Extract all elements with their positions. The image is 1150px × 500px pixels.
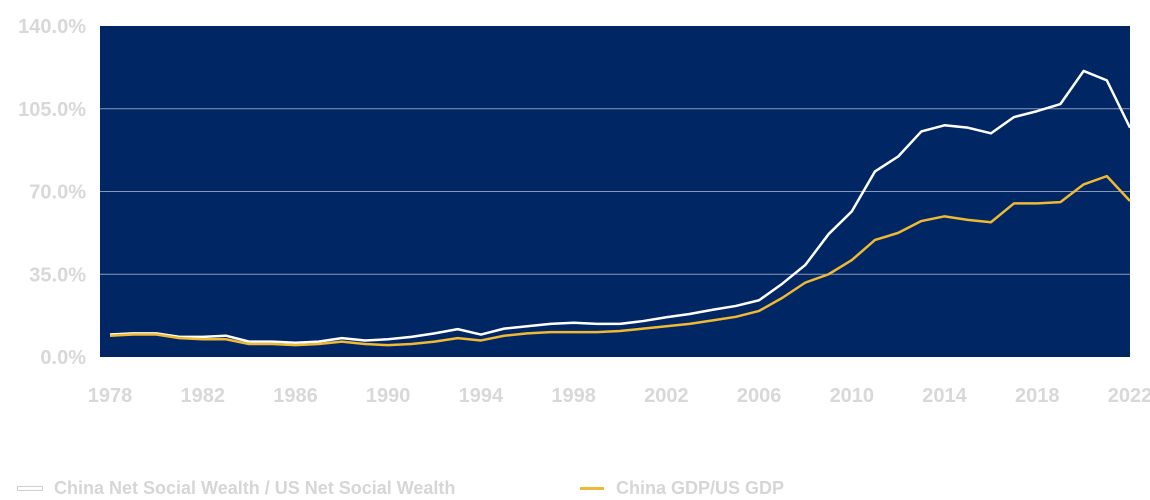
x-tick-label: 1986: [273, 385, 318, 407]
y-tick-label: 0.0%: [40, 347, 86, 369]
legend: China Net Social Wealth / US Net Social …: [0, 478, 1150, 500]
x-tick-label: 2018: [1015, 385, 1060, 407]
x-tick-label: 2014: [922, 385, 967, 407]
legend-label: China Net Social Wealth / US Net Social …: [54, 478, 456, 498]
legend-label: China GDP/US GDP: [616, 478, 785, 498]
y-axis: 0.0% 35.0% 70.0% 105.0% 140.0%: [18, 16, 86, 369]
x-tick-label: 1990: [366, 385, 411, 407]
legend-item-gdp: China GDP/US GDP: [580, 478, 784, 499]
series-lines: [109, 69, 1132, 347]
x-tick-label: 1994: [459, 385, 504, 407]
x-tick-label: 2010: [830, 385, 875, 407]
x-tick-label: 1998: [551, 385, 596, 407]
legend-swatch-white: [18, 487, 42, 490]
series-line-net-social-wealth: [109, 69, 1132, 345]
y-tick-label: 140.0%: [18, 16, 86, 38]
legend-swatch-gold: [580, 487, 604, 490]
y-tick-label: 70.0%: [29, 182, 86, 204]
x-tick-label: 2002: [644, 385, 689, 407]
x-tick-label: 2022: [1108, 385, 1150, 407]
legend-item-net-social-wealth: China Net Social Wealth / US Net Social …: [18, 478, 455, 499]
y-tick-label: 105.0%: [18, 99, 86, 121]
x-tick-label: 2006: [737, 385, 782, 407]
x-tick-label: 1982: [180, 385, 225, 407]
series-line-gdp: [109, 174, 1131, 347]
x-tick-label: 1978: [88, 385, 133, 407]
y-tick-label: 35.0%: [29, 264, 86, 286]
x-axis: 1978 1982 1986 1990 1994 1998 2002 2006 2010 2014…: [88, 385, 1150, 407]
gridlines: [100, 108, 1130, 275]
